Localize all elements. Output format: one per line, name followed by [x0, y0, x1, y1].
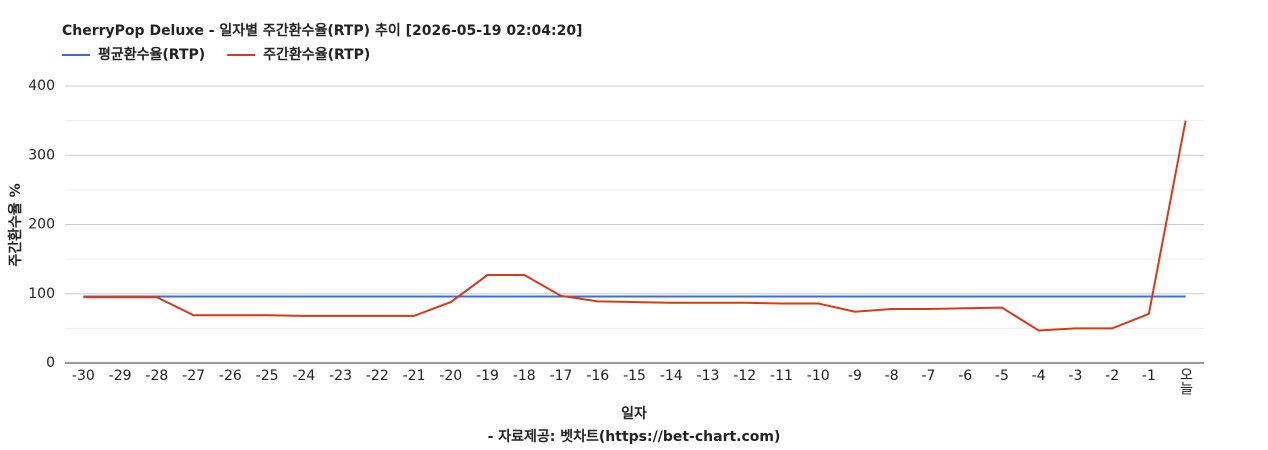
- x-tick-label: -8: [885, 368, 899, 384]
- x-tick-label: -29: [109, 368, 132, 384]
- x-tick-label: -4: [1032, 368, 1046, 384]
- x-tick-label: -20: [439, 368, 462, 384]
- x-tick-label: -26: [219, 368, 242, 384]
- x-tick-label: -25: [256, 368, 279, 384]
- x-tick-label: -10: [807, 368, 830, 384]
- x-tick-label: -1: [1142, 368, 1156, 384]
- y-tick-label: 0: [46, 355, 55, 371]
- legend-label: 평균환수율(RTP): [98, 46, 205, 63]
- x-tick-label: -27: [182, 368, 205, 384]
- x-tick-label: -13: [697, 368, 720, 384]
- x-tick-label: -5: [995, 368, 1009, 384]
- y-axis-label: 주간환수율 %: [7, 183, 24, 266]
- x-tick-label: -28: [145, 368, 168, 384]
- x-axis-label: 일자: [621, 406, 647, 422]
- x-tick-label: -23: [329, 368, 352, 384]
- y-tick-label: 100: [28, 286, 55, 302]
- chart-title: CherryPop Deluxe - 일자별 주간환수율(RTP) 추이 [20…: [62, 22, 582, 39]
- x-tick-label: 오늘: [1178, 367, 1194, 395]
- x-tick-label: -24: [292, 368, 315, 384]
- x-tick-label: -2: [1105, 368, 1119, 384]
- x-tick-label: -17: [550, 368, 573, 384]
- x-tick-label: -22: [366, 368, 389, 384]
- x-tick-label: -6: [958, 368, 972, 384]
- source-note: - 자료제공: 벳차트(https://bet-chart.com): [488, 428, 781, 445]
- x-tick-label: -14: [660, 368, 683, 384]
- x-tick-label: -15: [623, 368, 646, 384]
- x-tick-label: -30: [72, 368, 95, 384]
- x-tick-label: -3: [1068, 368, 1082, 384]
- x-tick-label: -9: [848, 368, 862, 384]
- x-tick-label: -11: [770, 368, 793, 384]
- y-tick-label: 200: [28, 217, 55, 233]
- line-series: [83, 120, 1187, 332]
- x-tick-label: -7: [921, 368, 935, 384]
- y-tick-label: 300: [28, 147, 55, 163]
- x-tick-label: -16: [586, 368, 609, 384]
- x-tick-label: -12: [733, 368, 756, 384]
- legend-label: 주간환수율(RTP): [263, 46, 370, 63]
- x-tick-label: -21: [403, 368, 426, 384]
- x-tick-label: -19: [476, 368, 499, 384]
- x-tick-label: -18: [513, 368, 536, 384]
- y-tick-label: 400: [28, 78, 55, 94]
